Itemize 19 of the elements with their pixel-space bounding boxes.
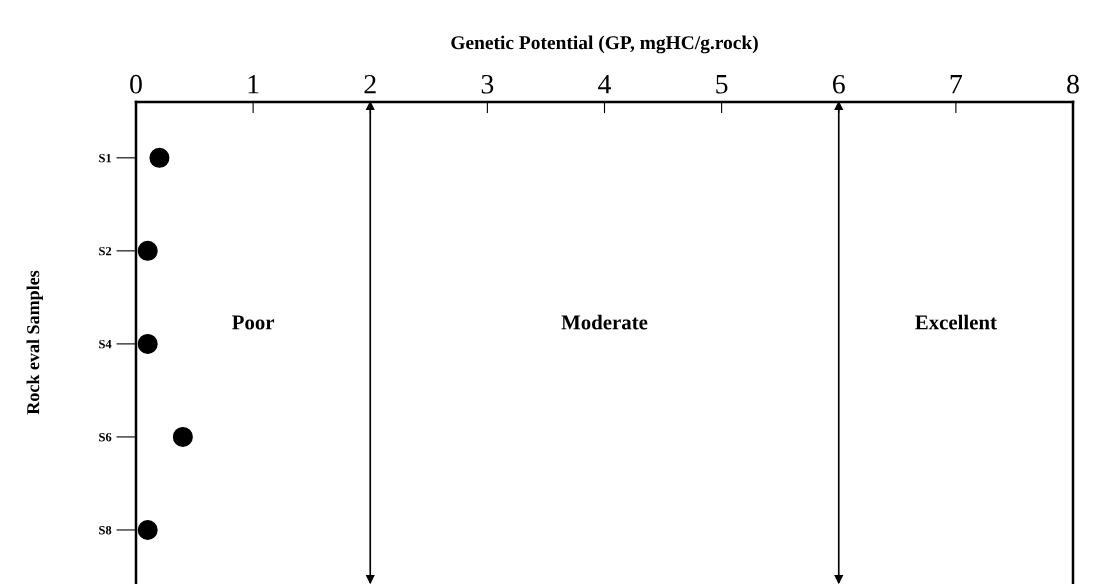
- x-tick-label: 1: [248, 74, 259, 94]
- x-tick-label: 2: [364, 74, 376, 94]
- annotation: Moderate: [561, 314, 648, 330]
- x-tick-label: 3: [481, 74, 494, 94]
- x-tick-label: 6: [833, 74, 845, 94]
- y-tick-label: S1: [99, 153, 112, 163]
- x-tick-label: 5: [716, 75, 728, 94]
- annotation: Excellent: [915, 314, 997, 330]
- x-tick-label: 4: [598, 75, 612, 94]
- y-tick-label: S4: [99, 339, 112, 349]
- x-tick-label: 0: [130, 74, 142, 94]
- y-tick-label: S2: [99, 246, 112, 256]
- y-axis-title: Rock eval Samples: [26, 270, 43, 415]
- y-tick-label: S8: [99, 525, 112, 535]
- annotation: Poor: [232, 315, 275, 330]
- x-tick-label: 7: [950, 75, 963, 94]
- y-tick-label: S6: [99, 432, 112, 442]
- x-tick-label: 8: [1067, 74, 1079, 94]
- x-axis-title: Genetic Potential (GP, mgHC/g.rock): [451, 35, 758, 54]
